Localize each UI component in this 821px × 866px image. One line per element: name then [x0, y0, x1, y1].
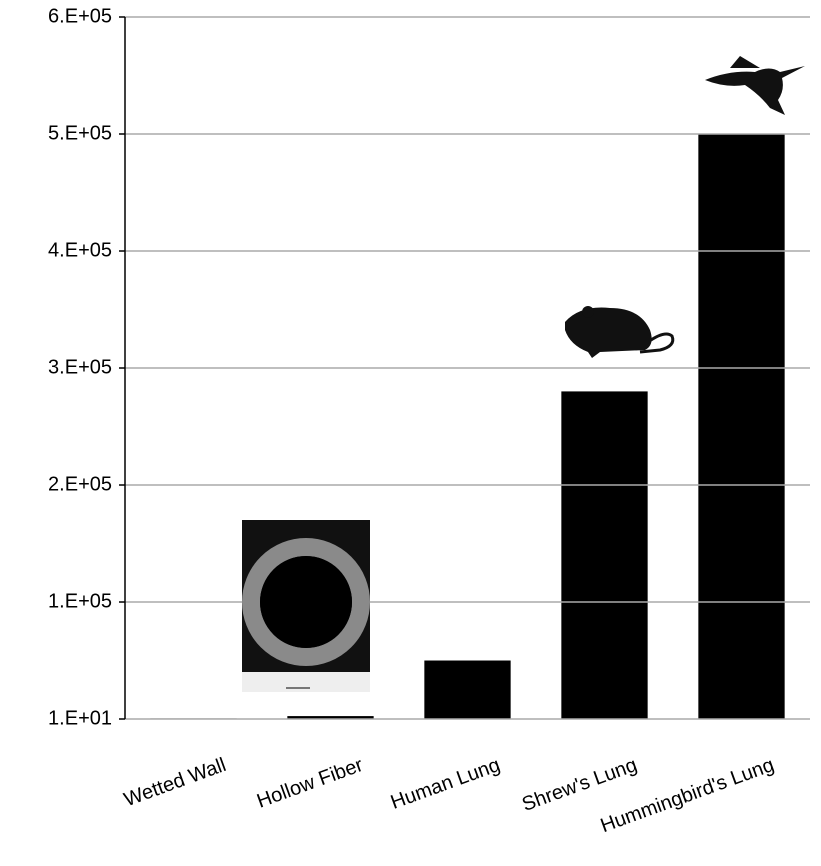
x-tick-label: Human Lung — [388, 754, 503, 814]
x-tick-label: Wetted Wall — [121, 754, 229, 811]
bar — [424, 661, 510, 719]
x-tick-label: Shrew's Lung — [519, 754, 640, 816]
x-tick-label: Hollow Fiber — [254, 754, 366, 813]
y-tick-label: 6.E+05 — [48, 5, 112, 27]
y-tick-label: 4.E+05 — [48, 239, 112, 261]
bar — [698, 134, 784, 719]
y-tick-label: 5.E+05 — [48, 122, 112, 144]
y-tick-label: 2.E+05 — [48, 473, 112, 495]
chart: 1.E+01 1.E+05 2.E+05 3.E+05 4.E+05 5.E+05 6.E+… — [0, 0, 821, 861]
y-tick-label: 1.E+01 — [48, 707, 112, 729]
shrew-icon — [565, 306, 673, 358]
y-tick-label: 1.E+05 — [48, 590, 112, 612]
y-tick-label: 3.E+05 — [48, 356, 112, 378]
hummingbird-icon — [705, 56, 805, 115]
fiber-image — [242, 520, 370, 692]
bar — [561, 391, 647, 719]
